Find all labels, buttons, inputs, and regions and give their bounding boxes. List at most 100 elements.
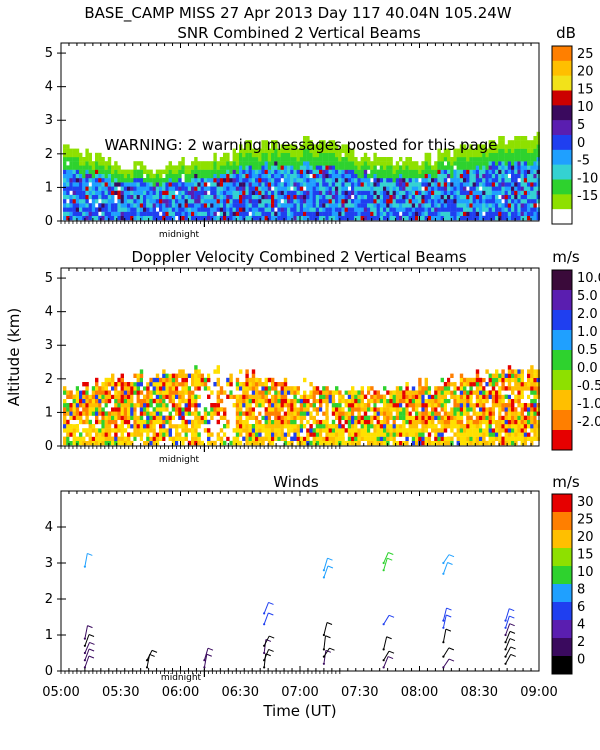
heat-cell [434, 173, 438, 179]
heat-cell [248, 403, 252, 408]
heat-cell [373, 190, 377, 195]
heat-cell [360, 398, 364, 404]
heat-cell [136, 203, 140, 208]
heat-cell [277, 173, 281, 179]
heat-cell [82, 173, 86, 179]
heat-cell [456, 186, 460, 191]
heat-cell [85, 148, 89, 153]
heat-cell [488, 415, 492, 420]
heat-cell [271, 157, 275, 162]
heat-cell [411, 203, 416, 208]
heat-cell [472, 215, 476, 221]
heat-cell [197, 382, 201, 387]
heat-cell [536, 432, 540, 437]
heat-cell [280, 432, 284, 437]
heat-cell [242, 194, 246, 200]
heat-cell [136, 403, 140, 408]
heat-cell [139, 194, 144, 200]
heat-cell [370, 169, 374, 174]
heat-cell [466, 419, 470, 425]
heat-cell [514, 161, 518, 166]
heat-cell [130, 182, 134, 187]
heat-cell [312, 186, 316, 191]
heat-cell [376, 207, 380, 212]
heat-cell [133, 190, 137, 195]
heat-cell [72, 186, 76, 191]
heat-cell [440, 436, 444, 441]
heat-cell [415, 182, 419, 187]
heat-cell [261, 382, 265, 387]
heat-cell [280, 207, 284, 212]
heat-cell [431, 415, 435, 420]
heat-cell [258, 161, 262, 166]
heat-cell [242, 411, 246, 416]
heat-cell [197, 432, 201, 437]
heat-cell [72, 169, 76, 174]
heat-cell [427, 432, 432, 437]
heat-cell [431, 194, 435, 200]
heat-cell [226, 186, 230, 191]
heat-cell [443, 436, 448, 441]
heat-cell [136, 373, 140, 378]
heat-cell [325, 415, 329, 420]
heat-cell [325, 186, 329, 191]
heat-cell [536, 131, 540, 137]
heat-cell [216, 398, 220, 404]
heat-cell [344, 161, 348, 166]
heat-cell [370, 407, 374, 412]
heat-cell [200, 377, 204, 383]
heat-cell [107, 415, 112, 420]
heat-cell [536, 407, 540, 412]
heat-cell [527, 199, 531, 204]
heat-cell [261, 165, 265, 170]
heat-cell [335, 144, 339, 149]
heat-cell [136, 432, 140, 437]
heat-cell [389, 419, 393, 425]
heat-cell [456, 190, 460, 195]
heat-cell [175, 165, 179, 170]
heat-cell [328, 411, 332, 416]
heat-cell [72, 165, 76, 170]
heat-cell [488, 165, 492, 170]
heat-cell [331, 169, 336, 174]
heat-cell [357, 207, 361, 212]
heat-cell [354, 161, 358, 166]
heat-cell [507, 386, 512, 391]
heat-cell [117, 411, 121, 416]
heat-cell [114, 215, 118, 221]
heat-cell [472, 199, 476, 204]
heat-cell [69, 186, 73, 191]
heat-cell [315, 440, 320, 446]
heat-cell [280, 382, 284, 387]
heat-cell [187, 178, 192, 183]
heat-cell [72, 419, 76, 425]
heat-cell [408, 215, 412, 221]
heat-cell [520, 190, 524, 195]
heat-cell [248, 432, 252, 437]
heat-cell [178, 386, 182, 391]
heat-cell [82, 157, 86, 162]
heat-cell [456, 203, 460, 208]
heat-cell [287, 432, 291, 437]
heat-cell [447, 165, 451, 170]
heat-cell [191, 178, 195, 183]
heat-cell [162, 369, 166, 374]
heat-cell [501, 407, 505, 412]
heat-cell [207, 194, 211, 200]
heat-cell [168, 386, 172, 391]
heat-cell [383, 411, 387, 416]
heat-cell [399, 407, 403, 412]
heat-cell [405, 199, 409, 204]
heat-cell [293, 411, 297, 416]
heat-cell [146, 203, 150, 208]
heat-cell [299, 144, 304, 149]
heat-cell [354, 436, 358, 441]
heat-cell [357, 215, 361, 221]
heat-cell [114, 182, 118, 187]
heat-cell [511, 394, 515, 399]
heat-cell [437, 186, 441, 191]
colorbar-swatch [552, 46, 572, 62]
heat-cell [127, 386, 131, 391]
heat-cell [290, 169, 294, 174]
heat-cell [280, 415, 284, 420]
